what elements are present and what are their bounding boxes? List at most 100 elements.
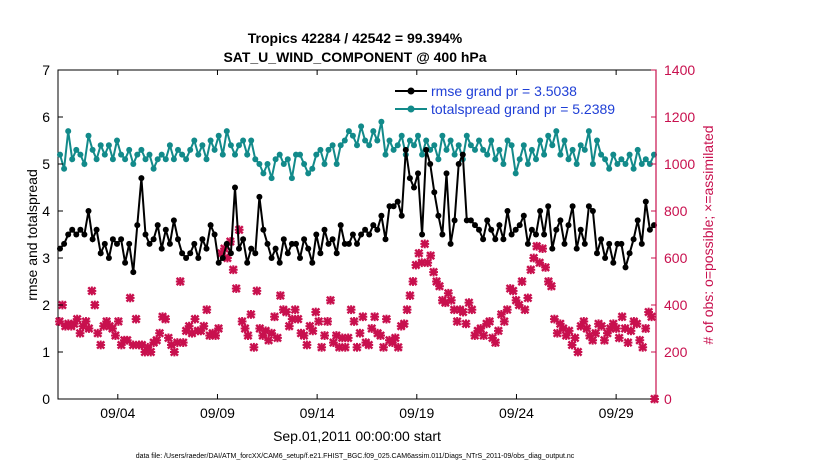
assimilated-obs-series xyxy=(55,225,659,404)
obs-point xyxy=(231,284,241,293)
rmse-point xyxy=(630,236,637,243)
totalspread-point xyxy=(122,156,129,163)
totalspread-point xyxy=(248,137,255,144)
rmse-point xyxy=(439,231,446,238)
totalspread-point xyxy=(109,156,116,163)
totalspread-point xyxy=(223,128,230,135)
totalspread-point xyxy=(378,118,385,125)
rmse-point xyxy=(321,226,328,233)
obs-point xyxy=(458,307,468,317)
obs-point xyxy=(546,281,556,291)
obs-point xyxy=(175,277,185,286)
totalspread-point xyxy=(386,137,393,144)
obs-point xyxy=(110,331,120,340)
obs-point xyxy=(249,342,259,352)
totalspread-point xyxy=(528,146,535,153)
obs-point xyxy=(390,333,400,343)
rmse-point xyxy=(284,250,291,257)
totalspread-point xyxy=(341,137,348,144)
obs-point xyxy=(252,286,262,296)
obs-point xyxy=(299,331,309,340)
rmse-point xyxy=(569,203,576,210)
totalspread-point xyxy=(598,151,605,158)
rmse-point xyxy=(512,226,519,233)
totalspread-point xyxy=(553,128,560,135)
x-tick-label: 09/14 xyxy=(300,405,335,421)
rmse-point xyxy=(179,250,186,257)
totalspread-point xyxy=(232,151,238,158)
totalspread-point xyxy=(370,128,377,135)
totalspread-point xyxy=(158,151,165,158)
totalspread-point xyxy=(317,146,324,153)
rmse-point xyxy=(57,245,63,252)
totalspread-point xyxy=(455,142,462,149)
obs-point xyxy=(641,324,651,333)
y-right-tick-label: 1000 xyxy=(664,156,695,172)
totalspread-point xyxy=(256,161,263,167)
rmse-point xyxy=(476,226,482,233)
rmse-point xyxy=(341,240,348,247)
totalspread-point xyxy=(443,146,450,153)
obs-point xyxy=(349,317,359,326)
rmse-point xyxy=(638,240,645,247)
obs-point xyxy=(243,331,253,340)
obs-point xyxy=(499,317,509,326)
rmse-point xyxy=(166,240,173,247)
totalspread-point xyxy=(508,142,515,149)
totalspread-point xyxy=(565,156,572,163)
totalspread-point xyxy=(520,142,527,149)
rmse-point xyxy=(162,226,169,233)
rmse-point xyxy=(97,250,104,257)
totalspread-point xyxy=(492,156,499,163)
obs-point xyxy=(314,317,324,326)
rmse-point xyxy=(280,236,287,243)
totalspread-point xyxy=(594,137,600,144)
rmse-point xyxy=(492,236,499,243)
totalspread-point xyxy=(585,128,592,135)
rmse-point xyxy=(191,240,198,247)
rmse-point xyxy=(533,231,539,238)
rmse-point xyxy=(260,226,267,233)
rmse-point xyxy=(370,222,377,229)
rmse-point xyxy=(109,236,116,243)
totalspread-point xyxy=(154,156,161,163)
totalspread-point xyxy=(354,142,360,149)
totalspread-point xyxy=(349,132,356,139)
rmse-point xyxy=(386,203,393,210)
rmse-point xyxy=(411,184,417,191)
totalspread-point xyxy=(646,161,653,167)
rmse-point xyxy=(626,250,633,257)
rmse-point xyxy=(402,146,409,153)
rmse-point xyxy=(207,222,214,229)
obs-point xyxy=(234,225,244,235)
obs-point xyxy=(108,324,117,333)
rmse-point xyxy=(589,208,596,214)
obs-point xyxy=(426,251,436,261)
totalspread-point xyxy=(175,146,181,153)
totalspread-point xyxy=(288,175,295,182)
obs-point xyxy=(382,314,391,324)
rmse-point xyxy=(317,250,324,257)
legend-rmse-label: rmse grand pr = 3.5038 xyxy=(431,83,577,99)
totalspread-point xyxy=(85,132,92,139)
rmse-point xyxy=(500,236,507,243)
rmse-point xyxy=(528,226,535,233)
obs-point xyxy=(573,347,583,357)
x-axis-label: Sep.01,2011 00:00:00 start xyxy=(273,428,441,444)
y-axis-right-ticks: 0 200 400 600 800 1000 1200 1400 xyxy=(651,62,695,407)
totalspread-point xyxy=(435,156,442,163)
obs-point xyxy=(402,305,412,315)
totalspread-point xyxy=(244,151,251,158)
x-tick-label: 09/24 xyxy=(499,405,534,421)
rmse-point xyxy=(610,259,617,266)
rmse-point xyxy=(325,240,332,247)
totalspread-point xyxy=(240,137,247,144)
totalspread-point xyxy=(419,151,426,158)
totalspread-point xyxy=(61,165,68,172)
obs-point xyxy=(302,340,312,350)
rmse-point xyxy=(524,240,531,247)
obs-point xyxy=(405,291,415,301)
totalspread-point xyxy=(602,156,609,163)
obs-point xyxy=(370,312,380,322)
rmse-point xyxy=(329,236,336,243)
